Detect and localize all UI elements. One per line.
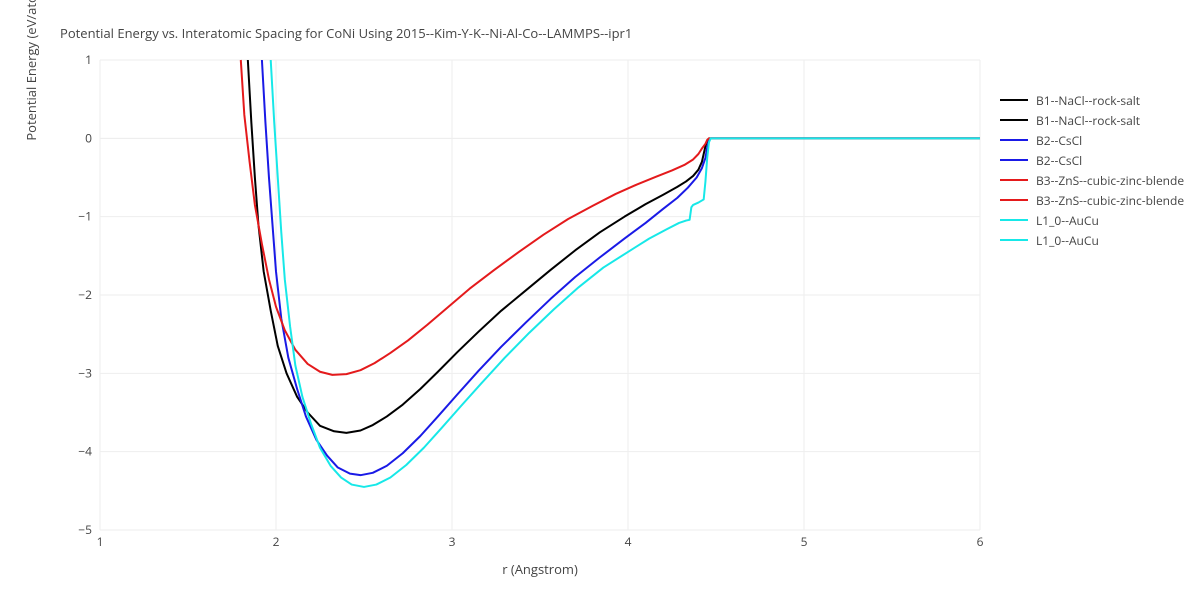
legend-label: B1--NaCl--rock-salt (1036, 112, 1140, 129)
svg-text:6: 6 (977, 533, 984, 550)
legend-swatch (1000, 219, 1028, 221)
legend-label: B1--NaCl--rock-salt (1036, 92, 1140, 109)
svg-text:−2: −2 (78, 286, 92, 303)
svg-text:0: 0 (85, 129, 92, 146)
svg-text:−1: −1 (78, 208, 92, 225)
y-axis-title: Potential Energy (eV/atom) (22, 0, 42, 60)
svg-text:1: 1 (85, 51, 92, 68)
legend-label: B3--ZnS--cubic-zinc-blende (1036, 192, 1184, 209)
chart-container: Potential Energy vs. Interatomic Spacing… (0, 0, 1200, 600)
curves (241, 60, 980, 487)
legend-label: B3--ZnS--cubic-zinc-blende (1036, 172, 1184, 189)
legend-label: B2--CsCl (1036, 132, 1082, 149)
chart-title: Potential Energy vs. Interatomic Spacing… (60, 24, 632, 42)
legend-item[interactable]: B2--CsCl (1000, 150, 1184, 170)
svg-text:−5: −5 (78, 521, 92, 538)
legend-item[interactable]: L1_0--AuCu (1000, 230, 1184, 250)
svg-text:2: 2 (273, 533, 280, 550)
legend-swatch (1000, 199, 1028, 201)
y-ticks: −5 −4 −3 −2 −1 0 1 (78, 51, 92, 538)
grid (100, 60, 980, 530)
legend-item[interactable]: L1_0--AuCu (1000, 210, 1184, 230)
x-ticks: 1 2 3 4 5 6 (97, 533, 984, 550)
legend-item[interactable]: B2--CsCl (1000, 130, 1184, 150)
legend: B1--NaCl--rock-salt B1--NaCl--rock-salt B2… (1000, 90, 1184, 250)
series-B2--CsCl (262, 60, 980, 475)
legend-item[interactable]: B1--NaCl--rock-salt (1000, 110, 1184, 130)
svg-text:4: 4 (625, 533, 632, 550)
y-axis-title-text: Potential Energy (eV/atom) (22, 0, 40, 141)
x-axis-title: r (Angstrom) (100, 560, 980, 578)
legend-item[interactable]: B1--NaCl--rock-salt (1000, 90, 1184, 110)
svg-text:1: 1 (97, 533, 104, 550)
legend-label: L1_0--AuCu (1036, 232, 1099, 249)
legend-swatch (1000, 139, 1028, 141)
svg-text:3: 3 (449, 533, 456, 550)
svg-text:5: 5 (801, 533, 808, 550)
legend-swatch (1000, 159, 1028, 161)
legend-item[interactable]: B3--ZnS--cubic-zinc-blende (1000, 170, 1184, 190)
svg-text:−4: −4 (78, 443, 92, 460)
legend-label: L1_0--AuCu (1036, 212, 1099, 229)
legend-swatch (1000, 239, 1028, 241)
svg-text:−3: −3 (78, 364, 92, 381)
plot-area: −5−4−3−2−101 123456 (100, 60, 980, 530)
legend-swatch (1000, 119, 1028, 121)
legend-label: B2--CsCl (1036, 152, 1082, 169)
legend-swatch (1000, 99, 1028, 101)
legend-swatch (1000, 179, 1028, 181)
legend-item[interactable]: B3--ZnS--cubic-zinc-blende (1000, 190, 1184, 210)
series-B3--ZnS--cubic-zinc-blende (241, 60, 980, 375)
